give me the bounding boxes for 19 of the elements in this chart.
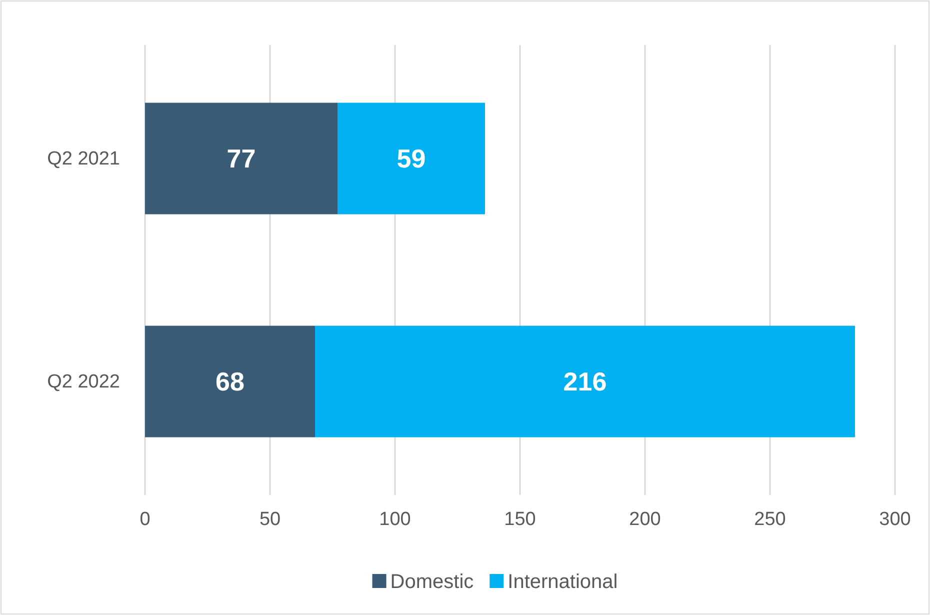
x-tick-label: 300 <box>879 509 911 530</box>
bar <box>145 102 338 214</box>
x-tick-label: 100 <box>379 509 411 530</box>
data-label: 59 <box>396 144 426 174</box>
x-tick-label: 50 <box>259 509 281 530</box>
x-tick-label: 200 <box>629 509 661 530</box>
data-label: 216 <box>563 366 607 397</box>
legend-label: International <box>508 571 618 593</box>
data-label: 68 <box>216 366 244 397</box>
data-label: 77 <box>226 144 256 174</box>
bar <box>338 102 485 214</box>
x-tick-label: 0 <box>140 509 150 530</box>
y-tick-label: Q2 2021 <box>47 148 120 170</box>
bar <box>315 326 855 438</box>
bar <box>145 326 315 438</box>
x-tick-label: 250 <box>754 509 786 530</box>
y-tick-label: Q2 2022 <box>47 372 120 393</box>
x-tick-label: 150 <box>504 509 536 530</box>
legend-label: Domestic <box>390 571 474 593</box>
